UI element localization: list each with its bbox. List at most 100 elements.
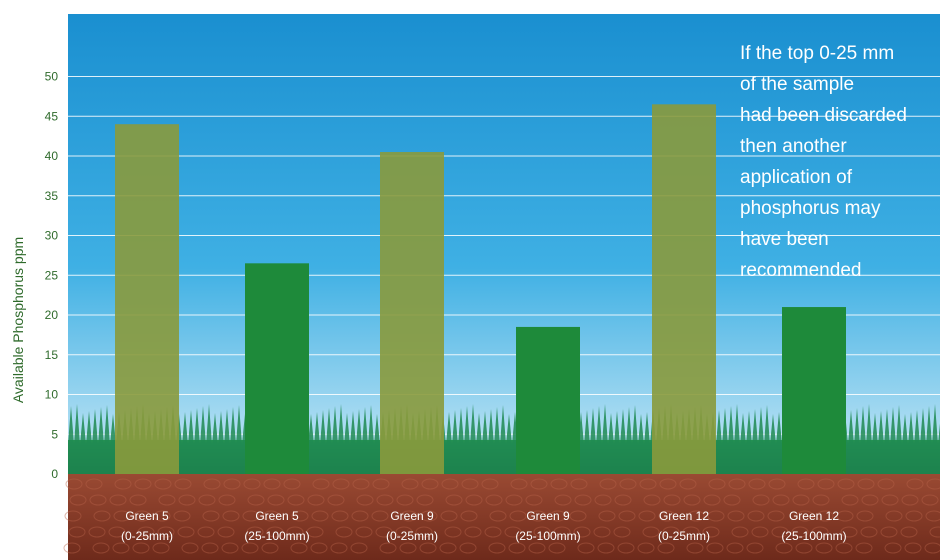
soil-pebble — [65, 478, 83, 490]
bar — [652, 104, 716, 474]
soil-pebble — [597, 542, 615, 554]
soil-pebble — [702, 526, 720, 538]
x-category-label: (25-100mm) — [781, 529, 846, 543]
soil-pebble — [198, 494, 216, 506]
soil-pebble — [415, 526, 433, 538]
x-category-label: Green 5 — [125, 509, 169, 523]
soil-pebble — [461, 478, 479, 490]
soil-pebble — [707, 510, 725, 522]
soil-pebble — [92, 542, 110, 554]
soil-pebble — [662, 526, 680, 538]
soil-pebble — [181, 542, 199, 554]
soil-pebble — [791, 526, 809, 538]
soil-pebble — [881, 494, 899, 506]
y-tick-label: 25 — [45, 268, 59, 282]
soil-pebble — [657, 542, 675, 554]
soil-pebble — [243, 478, 261, 490]
soil-pebble — [924, 542, 940, 554]
soil-pebble — [266, 526, 284, 538]
soil-pebble — [132, 542, 150, 554]
soil-pebble — [375, 526, 393, 538]
soil-pebble — [376, 494, 394, 506]
soil-pebble — [569, 510, 587, 522]
soil-pebble — [445, 494, 463, 506]
soil-pebble — [554, 494, 572, 506]
soil-pebble — [553, 526, 571, 538]
soil-pebble — [177, 526, 195, 538]
y-tick-label: 15 — [45, 348, 59, 362]
soil-pebble — [659, 478, 677, 490]
soil-pebble — [767, 510, 785, 522]
soil-pebble — [905, 510, 923, 522]
soil-pebble — [573, 526, 591, 538]
soil-pebble — [525, 494, 543, 506]
soil-pebble — [68, 526, 86, 538]
annotation-line: If the top 0-25 mm — [740, 43, 895, 64]
x-category-label: Green 12 — [789, 509, 839, 523]
soil-pebble — [152, 542, 170, 554]
soil-pebble — [613, 526, 631, 538]
soil-pebble — [287, 494, 305, 506]
soil-pebble — [679, 478, 697, 490]
soil-pebble — [112, 542, 130, 554]
soil-pebble — [510, 478, 528, 490]
soil-pebble — [836, 510, 854, 522]
y-tick-label: 0 — [51, 467, 58, 481]
soil-pebble — [133, 510, 151, 522]
soil-pebble — [93, 510, 111, 522]
soil-pebble — [64, 510, 82, 522]
annotation-line: had been discarded — [740, 105, 907, 126]
soil-pebble — [310, 542, 328, 554]
x-category-label: Green 5 — [255, 509, 299, 523]
soil-pebble — [533, 526, 551, 538]
soil-pebble — [459, 542, 477, 554]
soil-pebble — [69, 494, 87, 506]
annotation-line: then another — [740, 136, 847, 157]
soil-pebble — [420, 510, 438, 522]
soil-pebble — [489, 510, 507, 522]
x-category-label: Green 9 — [526, 509, 570, 523]
soil-pebble — [108, 526, 126, 538]
soil-pebble — [306, 526, 324, 538]
soil-pebble — [686, 542, 704, 554]
soil-pebble — [772, 494, 790, 506]
y-tick-label: 40 — [45, 149, 59, 163]
soil-pebble — [508, 542, 526, 554]
x-category-label: (0-25mm) — [658, 529, 710, 543]
soil-pebble — [929, 526, 940, 538]
soil-pebble — [880, 526, 898, 538]
soil-pebble — [817, 478, 835, 490]
soil-pebble — [246, 526, 264, 538]
soil-pebble — [174, 478, 192, 490]
soil-pebble — [157, 526, 175, 538]
soil-pebble — [173, 510, 191, 522]
soil-pebble — [395, 526, 413, 538]
soil-pebble — [748, 478, 766, 490]
soil-pebble — [351, 510, 369, 522]
soil-pebble — [574, 494, 592, 506]
soil-pebble — [723, 494, 741, 506]
soil-pebble — [530, 478, 548, 490]
soil-pebble — [444, 526, 462, 538]
soil-pebble — [642, 526, 660, 538]
soil-pebble — [153, 510, 171, 522]
soil-pebble — [504, 526, 522, 538]
y-tick-labels: 0 5 10 15 20 25 30 35 40 45 50 — [45, 70, 59, 482]
y-axis-label-box: Available Phosphorus ppm — [6, 170, 30, 470]
soil-pebble — [619, 478, 637, 490]
soil-pebble — [401, 478, 419, 490]
soil-pebble — [682, 526, 700, 538]
soil-pebble — [549, 510, 567, 522]
soil-pebble — [528, 542, 546, 554]
soil-pebble — [416, 494, 434, 506]
soil-pebble — [154, 478, 172, 490]
soil-pebble — [419, 542, 437, 554]
soil-pebble — [312, 478, 330, 490]
soil-pebble — [465, 494, 483, 506]
soil-pebble — [746, 542, 764, 554]
soil-pebble — [197, 526, 215, 538]
annotation-line: application of — [740, 167, 852, 188]
soil-pebble — [505, 494, 523, 506]
soil-pebble — [488, 542, 506, 554]
